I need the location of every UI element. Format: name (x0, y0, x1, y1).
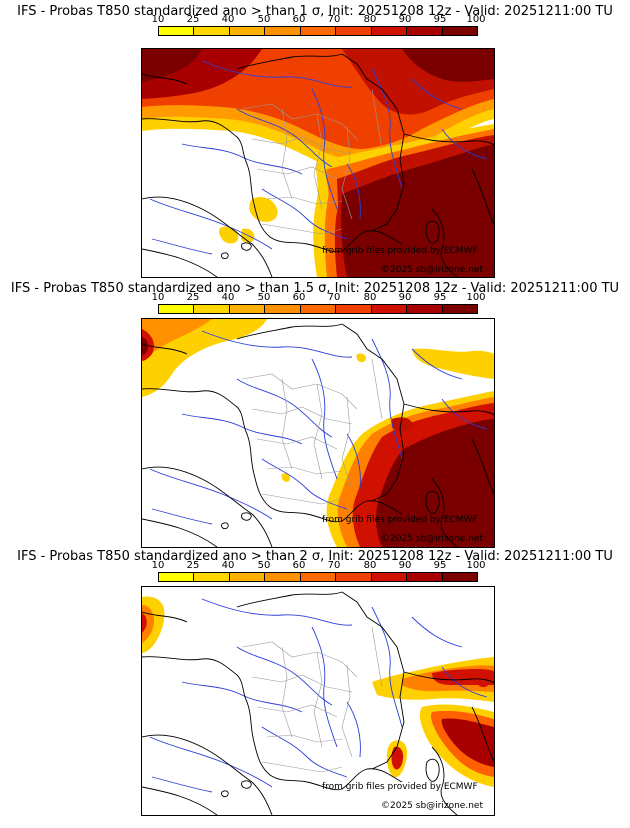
scale-label: 40 (221, 14, 235, 25)
scale-label: 40 (221, 560, 235, 571)
scale-label: 90 (398, 560, 412, 571)
scale-swatch (336, 27, 372, 35)
panel-title: IFS - Probas T850 standardized ano > tha… (10, 281, 620, 296)
scale-swatch (229, 305, 266, 313)
scale-label: 80 (363, 14, 377, 25)
color-scale-labels: 10 25 40 50 60 70 80 90 95 100 (152, 560, 486, 571)
scale-swatch (194, 305, 230, 313)
scale-swatch (265, 573, 301, 581)
scale-label: 70 (327, 560, 341, 571)
scale-swatch (407, 27, 443, 35)
scale-label: 70 (327, 292, 341, 303)
scale-label: 50 (257, 560, 271, 571)
panel-title: IFS - Probas T850 standardized ano > tha… (17, 549, 613, 564)
scale-label: 50 (257, 14, 271, 25)
scale-swatch (265, 305, 301, 313)
color-scale-bar (158, 304, 478, 314)
scale-label: 95 (433, 292, 447, 303)
scale-label: 60 (292, 560, 306, 571)
map-panel-3: IFS - Probas T850 standardized ano > tha… (0, 540, 630, 816)
scale-swatch (159, 573, 195, 581)
color-scale-labels: 10 25 40 50 60 70 80 90 95 100 (152, 292, 486, 303)
scale-label: 25 (186, 14, 200, 25)
scale-swatch (300, 305, 337, 313)
copyright-credit: ©2025 sb@irizone.net (381, 801, 483, 811)
scale-swatch (300, 573, 337, 581)
probability-shading (142, 49, 494, 277)
scale-label: 25 (186, 560, 200, 571)
scale-swatch (336, 573, 372, 581)
data-source-credit: from grib files provided by ECMWF (322, 515, 478, 525)
probability-map (141, 48, 495, 278)
scale-swatch (159, 27, 195, 35)
scale-swatch (407, 573, 443, 581)
copyright-credit: ©2025 sb@irizone.net (381, 534, 483, 544)
scale-label: 100 (466, 560, 486, 571)
scale-swatch (229, 27, 266, 35)
scale-swatch (371, 305, 408, 313)
scale-label: 80 (363, 292, 377, 303)
data-source-credit: from grib files provided by ECMWF (322, 782, 478, 792)
copyright-credit: ©2025 sb@irizone.net (381, 265, 483, 275)
scale-label: 100 (466, 292, 486, 303)
map-panel-1: IFS - Probas T850 standardized ano > tha… (0, 0, 630, 278)
scale-swatch (371, 27, 408, 35)
scale-swatch (407, 305, 443, 313)
color-scale-bar (158, 26, 478, 36)
scale-label: 60 (292, 292, 306, 303)
scale-label: 25 (186, 292, 200, 303)
scale-label: 70 (327, 14, 341, 25)
scale-label: 40 (221, 292, 235, 303)
probability-map (141, 586, 495, 816)
scale-swatch (336, 305, 372, 313)
scale-label: 60 (292, 14, 306, 25)
scale-swatch (159, 305, 195, 313)
scale-swatch (371, 573, 408, 581)
map-panel-2: IFS - Probas T850 standardized ano > tha… (0, 270, 630, 548)
probability-shading (142, 596, 494, 787)
scale-swatch (442, 573, 477, 581)
scale-label: 10 (151, 560, 165, 571)
panel-title: IFS - Probas T850 standardized ano > tha… (17, 4, 613, 19)
scale-label: 95 (433, 14, 447, 25)
scale-label: 90 (398, 292, 412, 303)
scale-label: 10 (151, 292, 165, 303)
scale-label: 80 (363, 560, 377, 571)
data-source-credit: from grib files provided by ECMWF (322, 246, 478, 256)
color-scale-labels: 10 25 40 50 60 70 80 90 95 100 (152, 14, 486, 25)
probability-map (141, 318, 495, 548)
probability-shading (142, 319, 494, 547)
scale-swatch (300, 27, 337, 35)
scale-swatch (194, 573, 230, 581)
scale-swatch (194, 27, 230, 35)
scale-swatch (442, 27, 477, 35)
scale-swatch (442, 305, 477, 313)
scale-label: 95 (433, 560, 447, 571)
scale-swatch (229, 573, 266, 581)
scale-label: 50 (257, 292, 271, 303)
scale-label: 10 (151, 14, 165, 25)
scale-label: 90 (398, 14, 412, 25)
color-scale-bar (158, 572, 478, 582)
scale-label: 100 (466, 14, 486, 25)
scale-swatch (265, 27, 301, 35)
